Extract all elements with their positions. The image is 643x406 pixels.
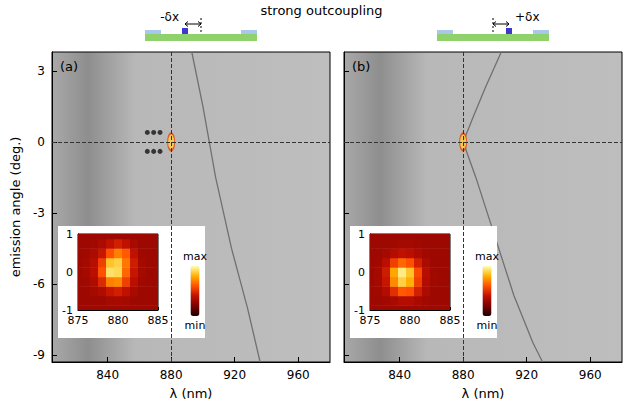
svg-text:max: max	[475, 250, 499, 263]
svg-text:880: 880	[400, 314, 421, 327]
svg-text:0: 0	[66, 266, 73, 279]
svg-text:-δx: -δx	[160, 10, 179, 24]
svg-text:-1: -1	[354, 303, 365, 317]
svg-text:λ (nm): λ (nm)	[170, 386, 213, 401]
svg-text:(b): (b)	[352, 59, 370, 74]
svg-text:strong outcoupling: strong outcoupling	[260, 3, 382, 18]
svg-text:875: 875	[68, 314, 89, 327]
svg-text:λ (nm): λ (nm)	[462, 386, 505, 401]
svg-text:(a): (a)	[60, 59, 78, 74]
svg-text:885: 885	[148, 314, 169, 327]
svg-text:880: 880	[160, 368, 183, 382]
svg-text:920: 920	[515, 368, 538, 382]
svg-text:-1: -1	[62, 303, 73, 317]
svg-text:max: max	[183, 250, 207, 263]
svg-text:min: min	[185, 319, 206, 332]
svg-text:960: 960	[287, 368, 310, 382]
svg-text:840: 840	[388, 368, 411, 382]
svg-text:885: 885	[440, 314, 461, 327]
svg-text:+δx: +δx	[515, 10, 540, 24]
svg-text:-3: -3	[33, 206, 45, 220]
svg-text:880: 880	[108, 314, 129, 327]
svg-text:960: 960	[579, 368, 602, 382]
svg-text:1: 1	[66, 228, 73, 241]
svg-text:920: 920	[223, 368, 246, 382]
svg-text:-6: -6	[33, 277, 45, 291]
svg-text:1: 1	[358, 228, 365, 241]
svg-text:840: 840	[96, 368, 119, 382]
svg-text:0: 0	[37, 135, 45, 149]
svg-text:880: 880	[452, 368, 475, 382]
svg-text:min: min	[477, 319, 498, 332]
svg-text:0: 0	[358, 266, 365, 279]
svg-text:875: 875	[360, 314, 381, 327]
svg-text:-9: -9	[33, 348, 45, 362]
svg-text:emission angle (deg.): emission angle (deg.)	[8, 137, 23, 278]
svg-text:3: 3	[37, 64, 45, 78]
